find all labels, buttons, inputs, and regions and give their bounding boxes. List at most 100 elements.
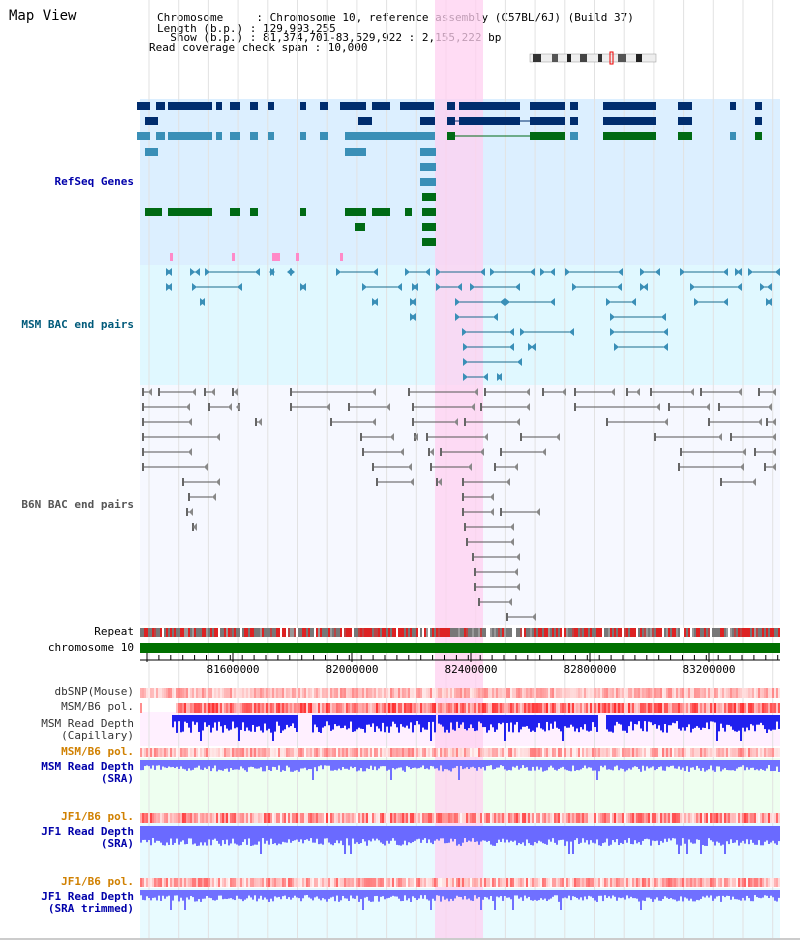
heat-cell: [350, 703, 352, 713]
track-label-jf1-pol-2[interactable]: JF1/B6 pol.: [61, 875, 134, 888]
depth-bar: [636, 826, 638, 844]
heat-cell: [676, 748, 678, 757]
bac-end: [772, 433, 776, 441]
depth-bar: [322, 760, 324, 770]
depth-bar: [240, 715, 242, 730]
repeat-element: [540, 628, 542, 637]
depth-bar: [446, 826, 448, 844]
heat-cell: [212, 878, 214, 887]
heat-cell: [572, 878, 574, 887]
track-label-jf1-pol[interactable]: JF1/B6 pol.: [61, 810, 134, 823]
heat-cell: [730, 688, 732, 698]
heat-cell: [488, 813, 490, 823]
track-label-jf1-sra[interactable]: JF1 Read Depth (SRA): [41, 825, 134, 850]
track-label-b6n-bac[interactable]: B6N BAC end pairs: [21, 498, 134, 511]
repeat-element: [728, 628, 730, 637]
track-label-msm-bac[interactable]: MSM BAC end pairs: [21, 318, 134, 331]
heat-cell: [610, 748, 612, 757]
depth-bar: [452, 760, 454, 769]
depth-bar: [690, 760, 692, 768]
repeat-element: [188, 628, 190, 637]
heat-cell: [626, 878, 628, 887]
heat-cell: [242, 813, 244, 823]
bac-end: [436, 268, 441, 276]
heat-cell: [524, 813, 526, 823]
bac-end: [142, 433, 144, 441]
heat-cell: [582, 748, 584, 757]
track-label-msm-sra[interactable]: MSM Read Depth (SRA): [41, 760, 134, 785]
bac-end: [640, 268, 645, 276]
heat-cell: [288, 813, 290, 823]
track-label-jf1-trimmed[interactable]: JF1 Read Depth (SRA trimmed): [41, 890, 134, 915]
heat-cell: [388, 748, 390, 757]
heat-cell: [604, 688, 606, 698]
depth-bar: [564, 826, 566, 846]
depth-bar: [678, 715, 680, 729]
repeat-element: [574, 628, 576, 637]
depth-bar: [580, 760, 582, 770]
repeat-element: [656, 628, 658, 637]
depth-bar: [394, 890, 396, 897]
heat-cell: [224, 748, 226, 757]
depth-bar: [430, 826, 432, 843]
depth-bar: [440, 715, 442, 725]
depth-bar: [390, 760, 392, 780]
heat-cell: [488, 748, 490, 757]
gene-feature: [530, 117, 565, 125]
track-label-chromosome[interactable]: chromosome 10: [47, 641, 134, 654]
depth-bar: [696, 826, 698, 840]
depth-bar: [442, 760, 444, 772]
bac-end: [656, 403, 660, 411]
depth-bar: [668, 760, 670, 768]
track-label-msm-pol[interactable]: MSM/B6 pol.: [61, 700, 134, 713]
track-label-dbsnp[interactable]: dbSNP(Mouse): [54, 685, 134, 698]
heat-cell: [418, 688, 420, 698]
depth-bar: [628, 890, 630, 899]
heat-cell: [742, 748, 744, 757]
heat-cell: [564, 878, 566, 887]
repeat-element: [458, 628, 460, 637]
repeat-element: [514, 628, 516, 637]
depth-bar: [344, 826, 346, 854]
heat-cell: [408, 688, 410, 698]
track-label-msm-pol-2[interactable]: MSM/B6 pol.: [61, 745, 134, 758]
depth-bar: [524, 760, 526, 768]
depth-bar: [744, 890, 746, 901]
heat-cell: [474, 813, 476, 823]
heat-cell: [660, 878, 662, 887]
heat-cell: [276, 813, 278, 823]
heat-cell: [326, 878, 328, 887]
depth-bar: [628, 715, 630, 727]
track-label-repeat[interactable]: Repeat: [94, 625, 134, 638]
bac-end: [228, 403, 232, 411]
heat-cell: [342, 703, 344, 713]
heat-cell: [260, 813, 262, 823]
heat-cell: [546, 688, 548, 698]
depth-bar: [694, 890, 696, 902]
heat-cell: [528, 813, 530, 823]
heat-cell: [256, 688, 258, 698]
heat-cell: [208, 878, 210, 887]
track-label-refseq[interactable]: RefSeq Genes: [54, 175, 134, 188]
heat-cell: [772, 748, 774, 757]
heat-cell: [318, 748, 320, 757]
depth-bar: [210, 826, 212, 846]
heat-cell: [250, 688, 252, 698]
gene-feature: [420, 148, 436, 156]
repeat-element: [306, 628, 308, 637]
heat-cell: [424, 703, 426, 713]
heat-cell: [702, 813, 704, 823]
depth-bar: [488, 890, 490, 900]
heat-cell: [624, 813, 626, 823]
gene-feature: [345, 132, 420, 140]
depth-bar: [258, 890, 260, 899]
heat-cell: [282, 813, 284, 823]
depth-bar: [448, 826, 450, 843]
heat-cell: [158, 748, 160, 757]
heat-cell: [538, 688, 540, 698]
depth-bar: [524, 715, 526, 727]
track-label-msm-capillary[interactable]: MSM Read Depth (Capillary): [41, 717, 134, 742]
repeat-element: [354, 628, 356, 637]
heat-cell: [206, 703, 208, 713]
